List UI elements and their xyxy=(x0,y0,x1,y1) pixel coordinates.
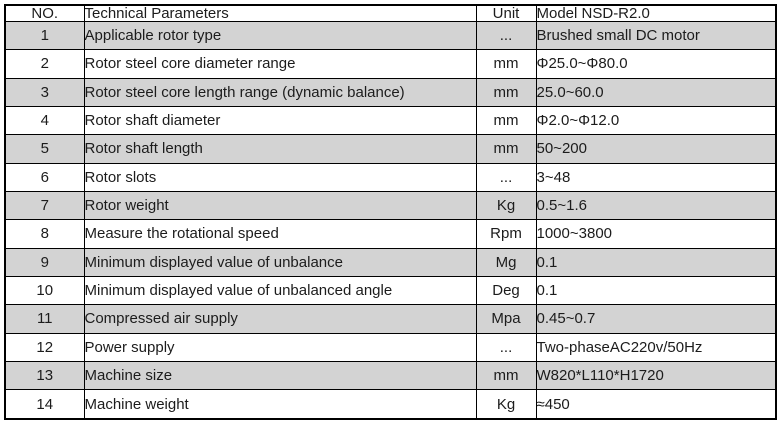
row-unit-cell: Kg xyxy=(475,190,537,221)
row-parameter-cell: Applicable rotor type xyxy=(83,20,477,51)
row-unit-cell: ... xyxy=(475,332,537,362)
row-unit-cell: mm xyxy=(475,105,537,136)
row-parameter-cell: Rotor shaft length xyxy=(83,134,477,164)
row-no-cell: 10 xyxy=(4,275,85,306)
row-value-cell: 0.5~1.6 xyxy=(535,190,777,221)
row-parameter-cell: Rotor slots xyxy=(83,162,477,192)
row-no-cell: 13 xyxy=(4,360,85,391)
row-value-cell: 3~48 xyxy=(535,162,777,192)
row-unit-cell: mm xyxy=(475,360,537,391)
table-row: 9 Minimum displayed value of unbalance Mg 0… xyxy=(4,247,777,277)
header-model: Model NSD-R2.0 xyxy=(535,4,777,22)
technical-parameters-table: NO. Technical Parameters Unit Model NSD-… xyxy=(4,4,777,420)
row-value-cell: Brushed small DC motor xyxy=(535,20,777,51)
row-value-cell: 50~200 xyxy=(535,134,777,164)
row-parameter-cell: Machine size xyxy=(83,360,477,391)
header-no: NO. xyxy=(4,4,85,22)
table-row: 5 Rotor shaft length mm 50~200 xyxy=(4,134,777,164)
row-unit-cell: Kg xyxy=(475,389,537,420)
row-value-cell: 25.0~60.0 xyxy=(535,77,777,107)
row-parameter-cell: Rotor steel core length range (dynamic b… xyxy=(83,77,477,107)
row-value-cell: W820*L110*H1720 xyxy=(535,360,777,391)
row-parameter-cell: Minimum displayed value of unbalanced an… xyxy=(83,275,477,306)
row-unit-cell: mm xyxy=(475,49,537,79)
row-no-cell: 9 xyxy=(4,247,85,277)
row-value-cell: 0.1 xyxy=(535,275,777,306)
row-parameter-cell: Compressed air supply xyxy=(83,304,477,334)
row-value-cell: 0.1 xyxy=(535,247,777,277)
table-row: 12 Power supply... Two-phaseAC220v/50Hz xyxy=(4,332,777,362)
row-parameter-cell: Rotor weight xyxy=(83,190,477,221)
row-unit-cell: ... xyxy=(475,162,537,192)
header-unit: Unit xyxy=(475,4,537,22)
row-unit-cell: mm xyxy=(475,134,537,164)
table-row: 11 Compressed air supply Mpa 0.45~0.7 xyxy=(4,304,777,334)
table-body: 1 Applicable rotor type... Brushed small D… xyxy=(4,20,777,420)
table-row: 8 Measure the rotational speed Rpm 1000~380… xyxy=(4,219,777,249)
row-parameter-cell: Minimum displayed value of unbalance xyxy=(83,247,477,277)
row-no-cell: 11 xyxy=(4,304,85,334)
row-parameter-cell: Rotor steel core diameter range xyxy=(83,49,477,79)
row-value-cell: Φ2.0~Φ12.0 xyxy=(535,105,777,136)
header-parameter: Technical Parameters xyxy=(83,4,477,22)
table-row: 3 Rotor steel core length range (dynamic … xyxy=(4,77,777,107)
row-parameter-cell: Power supply xyxy=(83,332,477,362)
row-value-cell: 0.45~0.7 xyxy=(535,304,777,334)
row-unit-cell: Mpa xyxy=(475,304,537,334)
table-row: 4 Rotor shaft diameter mm Φ2.0~Φ12.0 xyxy=(4,105,777,136)
table-header: NO. Technical Parameters Unit Model NSD-… xyxy=(4,4,777,22)
row-no-cell: 3 xyxy=(4,77,85,107)
row-no-cell: 14 xyxy=(4,389,85,420)
table-row: 13 Machine size mm W820*L110*H1720 xyxy=(4,360,777,391)
row-unit-cell: Rpm xyxy=(475,219,537,249)
row-no-cell: 8 xyxy=(4,219,85,249)
row-no-cell: 1 xyxy=(4,20,85,51)
row-value-cell: Φ25.0~Φ80.0 xyxy=(535,49,777,79)
row-value-cell: ≈450 xyxy=(535,389,777,420)
row-no-cell: 2 xyxy=(4,49,85,79)
row-parameter-cell: Rotor shaft diameter xyxy=(83,105,477,136)
row-value-cell: 1000~3800 xyxy=(535,219,777,249)
row-no-cell: 7 xyxy=(4,190,85,221)
table-row: 14 Machine weight Kg ≈450 xyxy=(4,389,777,420)
row-unit-cell: Mg xyxy=(475,247,537,277)
row-unit-cell: mm xyxy=(475,77,537,107)
header-row: NO. Technical Parameters Unit Model NSD-… xyxy=(4,4,777,22)
row-parameter-cell: Machine weight xyxy=(83,389,477,420)
row-parameter-cell: Measure the rotational speed xyxy=(83,219,477,249)
row-no-cell: 12 xyxy=(4,332,85,362)
row-no-cell: 5 xyxy=(4,134,85,164)
row-unit-cell: Deg xyxy=(475,275,537,306)
row-no-cell: 6 xyxy=(4,162,85,192)
row-value-cell: Two-phaseAC220v/50Hz xyxy=(535,332,777,362)
row-no-cell: 4 xyxy=(4,105,85,136)
table-row: 10 Minimum displayed value of unbalanced … xyxy=(4,275,777,306)
table-row: 7 Rotor weight Kg 0.5~1.6 xyxy=(4,190,777,221)
table-row: 6 Rotor slots... 3~48 xyxy=(4,162,777,192)
row-unit-cell: ... xyxy=(475,20,537,51)
table-row: 1 Applicable rotor type... Brushed small D… xyxy=(4,20,777,51)
table-row: 2 Rotor steel core diameter range mm Φ25.0~… xyxy=(4,49,777,79)
